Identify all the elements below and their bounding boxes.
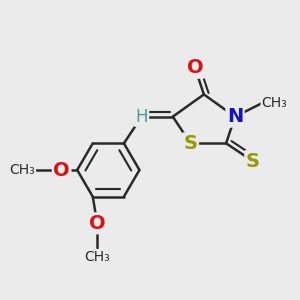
Text: CH₃: CH₃ xyxy=(84,250,110,264)
Text: CH₃: CH₃ xyxy=(9,163,35,177)
Text: O: O xyxy=(187,58,203,77)
Text: N: N xyxy=(227,107,243,126)
Text: CH₃: CH₃ xyxy=(262,96,287,110)
Text: O: O xyxy=(89,214,106,233)
Text: O: O xyxy=(53,160,70,179)
Text: H: H xyxy=(135,108,148,126)
Text: S: S xyxy=(184,134,197,153)
Text: S: S xyxy=(246,152,260,171)
